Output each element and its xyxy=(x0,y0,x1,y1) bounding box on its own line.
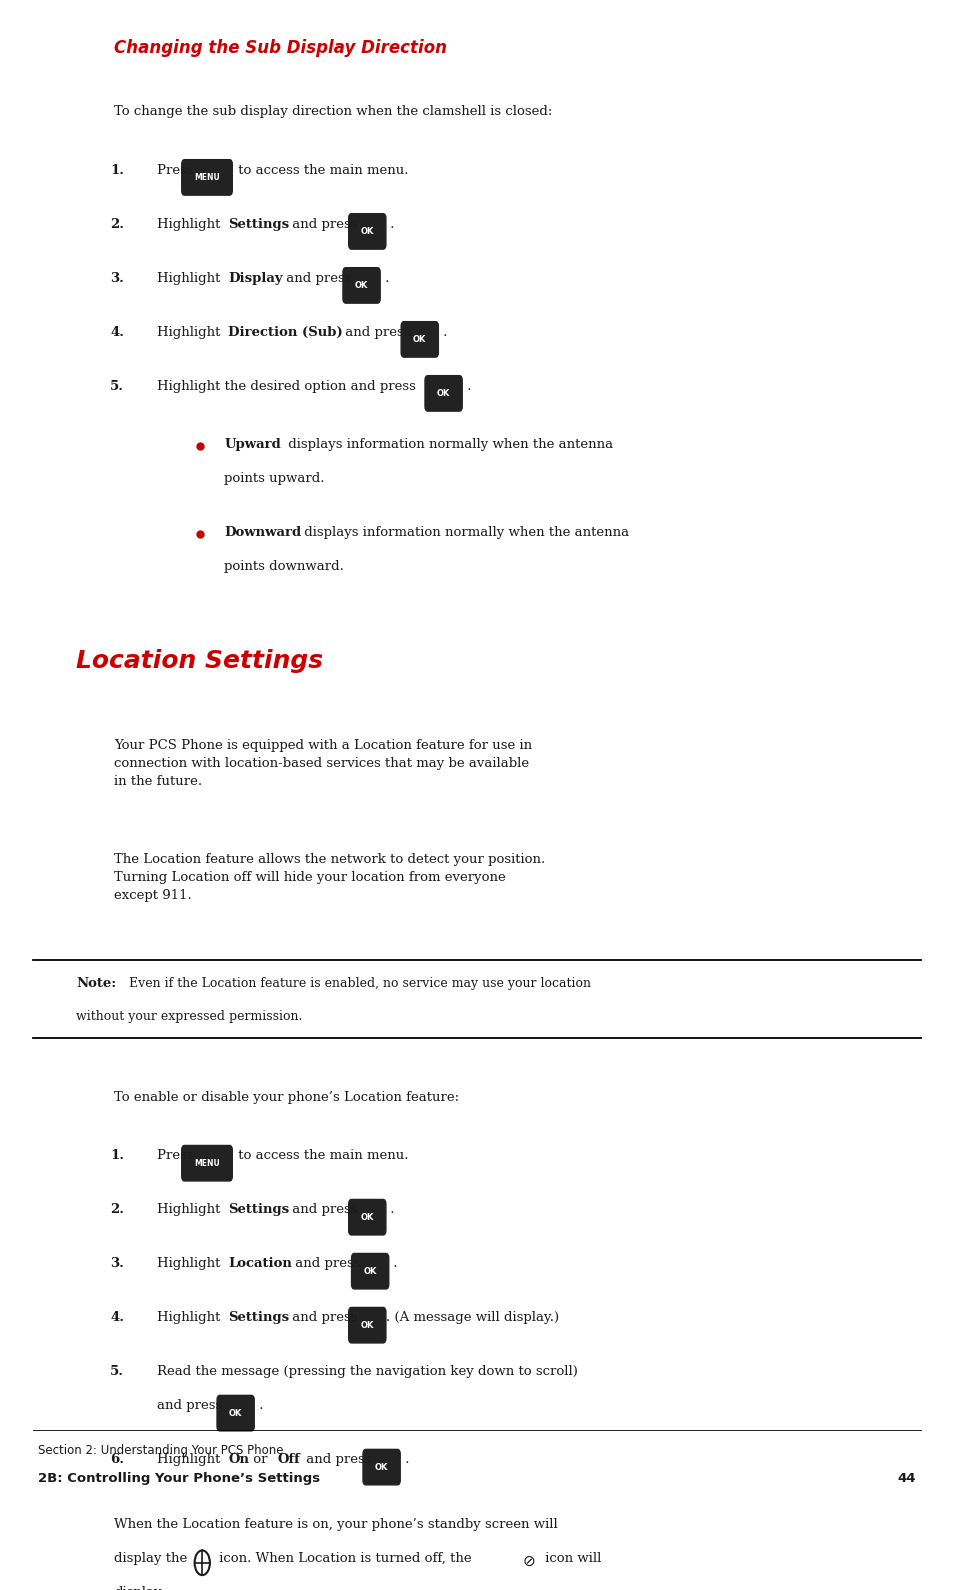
Text: .: . xyxy=(254,1399,263,1412)
Text: 4.: 4. xyxy=(110,326,124,339)
Text: .: . xyxy=(462,380,471,393)
Text: OK: OK xyxy=(375,1463,388,1472)
Text: Read the message (pressing the navigation key down to scroll): Read the message (pressing the navigatio… xyxy=(157,1366,578,1379)
Text: points upward.: points upward. xyxy=(224,472,324,485)
Text: Press: Press xyxy=(157,164,198,176)
Text: Upward: Upward xyxy=(224,439,280,452)
Text: .: . xyxy=(438,326,447,339)
Text: Direction (Sub): Direction (Sub) xyxy=(228,326,342,339)
Text: displays information normally when the antenna: displays information normally when the a… xyxy=(284,439,613,452)
FancyBboxPatch shape xyxy=(351,1253,389,1289)
Text: The Location feature allows the network to detect your position.
Turning Locatio: The Location feature allows the network … xyxy=(114,854,545,902)
Text: .: . xyxy=(386,1204,395,1216)
Text: icon will: icon will xyxy=(540,1552,600,1565)
FancyBboxPatch shape xyxy=(343,267,379,304)
FancyBboxPatch shape xyxy=(181,159,233,196)
Text: OK: OK xyxy=(360,1213,374,1221)
Text: Highlight: Highlight xyxy=(157,326,225,339)
Text: without your expressed permission.: without your expressed permission. xyxy=(76,1011,302,1024)
FancyBboxPatch shape xyxy=(349,213,385,250)
Text: Display: Display xyxy=(228,272,282,285)
Text: 3.: 3. xyxy=(110,272,124,285)
Text: .: . xyxy=(386,218,395,231)
FancyBboxPatch shape xyxy=(400,321,437,358)
Text: 2B: Controlling Your Phone’s Settings: 2B: Controlling Your Phone’s Settings xyxy=(38,1472,320,1485)
Text: and press: and press xyxy=(288,1312,361,1324)
Text: Off: Off xyxy=(277,1453,300,1466)
Text: to access the main menu.: to access the main menu. xyxy=(233,164,408,176)
Text: and press: and press xyxy=(340,326,414,339)
Text: .: . xyxy=(389,1258,397,1270)
Text: and press: and press xyxy=(288,1204,361,1216)
Text: To enable or disable your phone’s Location feature:: To enable or disable your phone’s Locati… xyxy=(114,1091,459,1103)
Text: 4.: 4. xyxy=(110,1312,124,1324)
Text: Highlight the desired option and press: Highlight the desired option and press xyxy=(157,380,420,393)
Text: displays information normally when the antenna: displays information normally when the a… xyxy=(299,526,628,539)
Text: Note:: Note: xyxy=(76,976,116,989)
Text: .: . xyxy=(400,1453,409,1466)
Text: 3.: 3. xyxy=(110,1258,124,1270)
Text: Highlight: Highlight xyxy=(157,218,225,231)
Text: 2.: 2. xyxy=(110,218,124,231)
Text: to access the main menu.: to access the main menu. xyxy=(233,1150,408,1162)
Text: Section 2: Understanding Your PCS Phone: Section 2: Understanding Your PCS Phone xyxy=(38,1444,283,1456)
Text: Even if the Location feature is enabled, no service may use your location: Even if the Location feature is enabled,… xyxy=(129,976,590,989)
Text: To change the sub display direction when the clamshell is closed:: To change the sub display direction when… xyxy=(114,105,553,118)
Text: OK: OK xyxy=(229,1409,242,1418)
Text: Your PCS Phone is equipped with a Location feature for use in
connection with lo: Your PCS Phone is equipped with a Locati… xyxy=(114,739,532,789)
Text: 5.: 5. xyxy=(110,380,124,393)
Text: 2.: 2. xyxy=(110,1204,124,1216)
Text: ⊘: ⊘ xyxy=(522,1553,535,1568)
Text: 1.: 1. xyxy=(110,1150,124,1162)
Text: OK: OK xyxy=(363,1267,376,1275)
Text: and press: and press xyxy=(302,1453,375,1466)
FancyBboxPatch shape xyxy=(424,375,461,412)
Text: Press: Press xyxy=(157,1150,198,1162)
FancyBboxPatch shape xyxy=(216,1396,253,1431)
Text: Settings: Settings xyxy=(228,218,289,231)
Text: MENU: MENU xyxy=(194,1159,219,1167)
Text: Highlight: Highlight xyxy=(157,1258,225,1270)
Text: icon. When Location is turned off, the: icon. When Location is turned off, the xyxy=(214,1552,475,1565)
Text: On: On xyxy=(228,1453,249,1466)
Text: MENU: MENU xyxy=(194,173,219,181)
FancyBboxPatch shape xyxy=(181,1145,233,1181)
Text: display.: display. xyxy=(114,1585,164,1590)
Text: Highlight: Highlight xyxy=(157,272,225,285)
Text: Downward: Downward xyxy=(224,526,301,539)
Text: OK: OK xyxy=(413,335,426,343)
Text: or: or xyxy=(249,1453,272,1466)
Text: Settings: Settings xyxy=(228,1312,289,1324)
Text: When the Location feature is on, your phone’s standby screen will: When the Location feature is on, your ph… xyxy=(114,1518,558,1531)
Text: OK: OK xyxy=(360,227,374,235)
Text: 1.: 1. xyxy=(110,164,124,176)
FancyBboxPatch shape xyxy=(363,1450,400,1485)
Text: 44: 44 xyxy=(897,1472,915,1485)
Text: Changing the Sub Display Direction: Changing the Sub Display Direction xyxy=(114,38,447,57)
FancyBboxPatch shape xyxy=(349,1199,385,1235)
Text: points downward.: points downward. xyxy=(224,560,344,572)
Text: OK: OK xyxy=(436,390,450,398)
FancyBboxPatch shape xyxy=(349,1307,385,1344)
Text: Location: Location xyxy=(228,1258,292,1270)
Text: Highlight: Highlight xyxy=(157,1453,225,1466)
Text: and press: and press xyxy=(282,272,355,285)
Text: Highlight: Highlight xyxy=(157,1204,225,1216)
Text: and press: and press xyxy=(291,1258,364,1270)
Text: Highlight: Highlight xyxy=(157,1312,225,1324)
Text: Settings: Settings xyxy=(228,1204,289,1216)
Text: 5.: 5. xyxy=(110,1366,124,1379)
Text: . (A message will display.): . (A message will display.) xyxy=(386,1312,558,1324)
Text: and press: and press xyxy=(157,1399,227,1412)
Text: and press: and press xyxy=(288,218,361,231)
Text: OK: OK xyxy=(360,1321,374,1329)
Text: Location Settings: Location Settings xyxy=(76,649,323,674)
Text: 6.: 6. xyxy=(110,1453,124,1466)
Text: .: . xyxy=(380,272,389,285)
Text: OK: OK xyxy=(355,281,368,289)
Text: display the: display the xyxy=(114,1552,192,1565)
